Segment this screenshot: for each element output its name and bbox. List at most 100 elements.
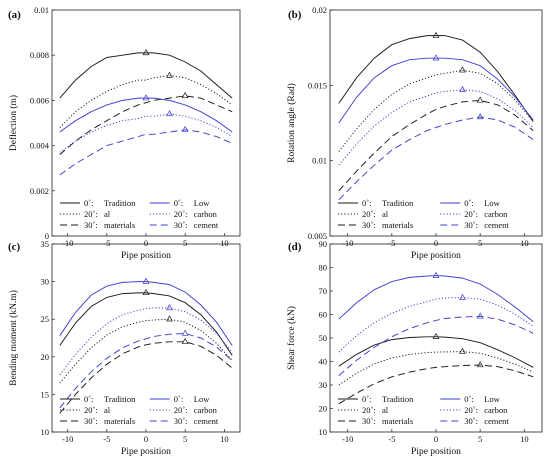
y-axis-title: Deflection (m): [8, 95, 19, 151]
panel-label: (b): [288, 9, 302, 21]
x-axis-title: Pipe position: [121, 251, 171, 261]
series-marker-triangle: [166, 110, 173, 117]
legend-angle-label: 20˚:: [362, 209, 376, 219]
legend-angle-label: 30˚:: [174, 416, 188, 426]
legend-angle-label: 0˚:: [84, 198, 93, 208]
legend-word-label: cement: [484, 220, 509, 230]
series-marker-triangle: [476, 312, 484, 319]
series-line-tradition-dashed: [59, 95, 233, 155]
series-line-tradition-solid: [338, 336, 534, 368]
series-marker-triangle: [181, 337, 189, 344]
series-marker-triangle: [142, 94, 150, 101]
legend: 0˚: Tradition 0˚: Low 20˚: al 20˚: carbon 30˚: ma…: [338, 198, 509, 230]
legend: 0˚: Tradition 0˚: Low 20˚: al 20˚: carbon 30˚: ma…: [60, 198, 219, 230]
y-tick-label: 0.01: [312, 156, 327, 166]
y-tick-label: 30: [41, 277, 50, 287]
legend: 0˚: Tradition 0˚: Low 20˚: al 20˚: carbon 30˚: ma…: [338, 394, 509, 426]
series-marker-triangle: [166, 315, 173, 322]
y-tick-label: 0: [45, 231, 49, 241]
y-tick-label: 0.008: [30, 50, 49, 60]
series-marker-triangle: [142, 288, 150, 296]
legend-angle-label: 0˚:: [174, 394, 183, 404]
legend-word-label: Tradition: [382, 198, 414, 208]
legend-angle-label: 20˚:: [84, 209, 98, 219]
series-marker-triangle: [432, 332, 440, 339]
legend-word-label: al: [104, 209, 111, 219]
legend-word-label: Tradition: [104, 394, 136, 404]
series-marker-triangle: [181, 329, 189, 336]
series-marker-triangle: [181, 125, 189, 132]
series-marker-triangle: [459, 347, 466, 354]
series-line-tradition-dashed: [59, 341, 233, 414]
legend-word-label: carbon: [194, 209, 218, 219]
legend-angle-label: 0˚:: [362, 394, 371, 404]
series-line-tradition-dotted: [338, 69, 534, 152]
legend-word-label: Low: [484, 394, 500, 404]
chart-panel-1: (a) -10 -5 0 5 10 0 0.002 0.004 0.006 0.008 0.01 Pip…: [8, 5, 241, 261]
series-line-low_carbon-dotted: [338, 297, 534, 353]
legend-word-label: al: [382, 209, 389, 219]
y-axis-title: Rotation angle (Rad): [286, 83, 297, 163]
series-line-low_carbon-dashed: [338, 315, 534, 376]
y-tick-label: 15: [41, 389, 50, 399]
x-tick-label: 0: [144, 238, 148, 248]
legend-angle-label: 0˚:: [464, 394, 473, 404]
y-tick-label: 70: [319, 286, 328, 296]
legend-angle-label: 30˚:: [84, 416, 98, 426]
legend-word-label: materials: [382, 220, 413, 230]
series-line-low_carbon-dashed: [59, 129, 233, 176]
series-line-tradition-dotted: [59, 318, 233, 384]
y-tick-label: 0.006: [30, 95, 49, 105]
x-tick-label: 5: [478, 434, 482, 444]
legend-word-label: cement: [194, 220, 219, 230]
legend-angle-label: 20˚:: [84, 405, 98, 415]
y-tick-label: 0.01: [34, 5, 49, 15]
x-tick-label: 5: [183, 238, 187, 248]
series-marker-triangle: [142, 49, 150, 56]
legend-angle-label: 20˚:: [362, 405, 376, 415]
panel-label: (c): [8, 241, 21, 253]
y-tick-label: 0.02: [312, 5, 327, 15]
series-line-low_carbon-solid: [338, 275, 534, 322]
plot-frame: [51, 9, 241, 237]
legend-word-label: carbon: [484, 209, 508, 219]
legend-word-label: materials: [382, 416, 413, 426]
x-tick-label: 10: [220, 434, 229, 444]
y-tick-label: 0.015: [308, 80, 327, 90]
x-tick-label: 10: [520, 238, 529, 248]
plot-frame: [51, 243, 241, 433]
legend-angle-label: 0˚:: [174, 198, 183, 208]
legend-word-label: carbon: [194, 405, 218, 415]
legend-word-label: Low: [194, 198, 210, 208]
legend-word-label: carbon: [484, 405, 508, 415]
panel-label: (a): [8, 9, 21, 21]
series-line-tradition-dashed: [338, 99, 534, 192]
y-tick-label: 10: [319, 427, 328, 437]
series-line-tradition-solid: [59, 52, 233, 99]
series-line-tradition-dashed: [338, 364, 534, 405]
x-tick-label: -10: [342, 238, 353, 248]
series-line-tradition-solid: [338, 35, 534, 122]
legend-word-label: materials: [104, 220, 135, 230]
y-axis-title: Bending moment (kN.m): [8, 290, 19, 386]
x-tick-label: 5: [478, 238, 482, 248]
x-tick-label: -5: [103, 434, 110, 444]
y-tick-label: 0.002: [30, 186, 49, 196]
legend-word-label: Tradition: [382, 394, 414, 404]
legend-word-label: cement: [484, 416, 509, 426]
legend-word-label: al: [104, 405, 111, 415]
x-tick-label: -10: [342, 434, 353, 444]
series-line-low_carbon-solid: [338, 57, 534, 124]
series-line-low_carbon-solid: [59, 97, 233, 133]
series-marker-triangle: [432, 31, 440, 38]
series-line-tradition-dotted: [338, 351, 534, 386]
legend-angle-label: 30˚:: [174, 220, 188, 230]
y-tick-label: 35: [41, 239, 50, 249]
legend-angle-label: 0˚:: [464, 198, 473, 208]
series-marker-triangle: [142, 277, 150, 284]
legend-word-label: Low: [194, 394, 210, 404]
x-tick-label: -5: [388, 238, 395, 248]
series-marker-triangle: [459, 66, 466, 73]
series-line-low_carbon-solid: [59, 281, 233, 346]
